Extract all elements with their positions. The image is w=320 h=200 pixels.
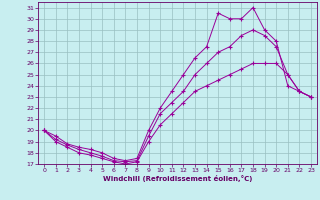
- X-axis label: Windchill (Refroidissement éolien,°C): Windchill (Refroidissement éolien,°C): [103, 175, 252, 182]
